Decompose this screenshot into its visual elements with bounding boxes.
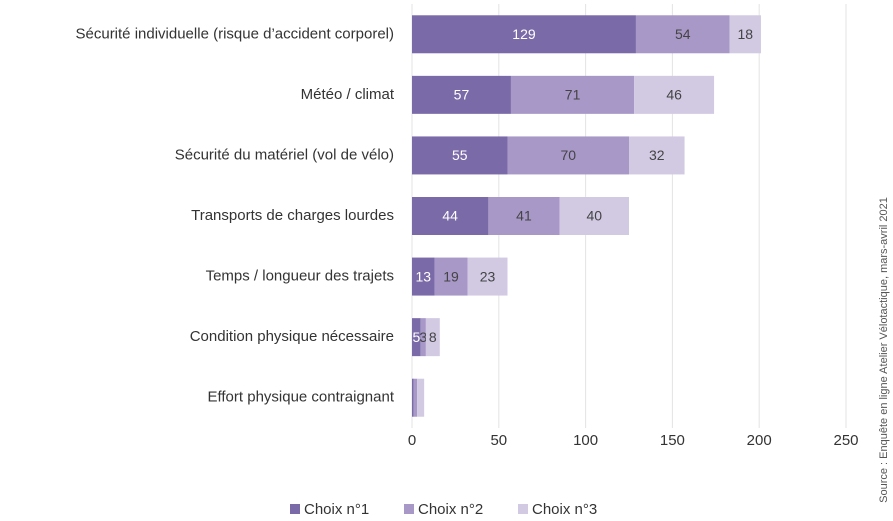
bar-segment [412, 136, 508, 175]
bar-segment [412, 15, 636, 54]
bar-segment [488, 197, 560, 235]
y-tick-label: Sécurité individuelle (risque d’accident… [76, 25, 395, 42]
bar-value-label: 44 [442, 208, 458, 224]
bar-segment [413, 378, 418, 417]
bar-value-label: 18 [738, 26, 754, 42]
y-tick-label: Effort physique contraignant [207, 389, 394, 406]
legend-label: Choix n°2 [418, 501, 483, 518]
bar-segment [510, 75, 635, 114]
bar-value-label: 55 [452, 147, 468, 163]
bar-segment [634, 75, 715, 114]
bar-segment [412, 197, 489, 235]
bar-segment [629, 136, 685, 175]
bar-value-label: 32 [649, 147, 665, 163]
y-tick-label: Temps / longueur des trajets [206, 268, 394, 285]
legend-swatch [518, 504, 528, 514]
x-tick-label: 50 [490, 432, 507, 449]
x-tick-label: 0 [408, 432, 416, 449]
legend-label: Choix n°1 [304, 501, 369, 518]
bar-value-label: 3 [419, 329, 427, 345]
bar-segment [559, 197, 629, 235]
y-tick-label: Météo / climat [301, 86, 395, 103]
bar-value-label: 8 [429, 329, 437, 345]
y-tick-label: Condition physique nécessaire [190, 328, 394, 345]
x-tick-label: 250 [833, 432, 858, 449]
legend-label: Choix n°3 [532, 501, 597, 518]
x-tick-label: 150 [660, 432, 685, 449]
bar-segment [507, 136, 629, 175]
y-tick-label: Transports de charges lourdes [191, 207, 394, 224]
bar-segment [417, 378, 425, 417]
bar-segment [467, 257, 508, 296]
legend-swatch [290, 504, 300, 514]
bar-value-label: 57 [454, 87, 470, 103]
bar-segment [412, 378, 414, 417]
bar-segment [412, 75, 511, 114]
x-tick-label: 100 [573, 432, 598, 449]
bar-value-label: 41 [516, 208, 532, 224]
bar-value-label: 23 [480, 268, 496, 284]
source-note: Source : Enquête en ligne Atelier Vélota… [878, 197, 890, 503]
bar-value-label: 5 [412, 329, 420, 345]
bar-value-label: 129 [512, 26, 536, 42]
x-tick-label: 200 [747, 432, 772, 449]
y-tick-label: Sécurité du matériel (vol de vélo) [175, 146, 394, 163]
bar-value-label: 40 [586, 208, 602, 224]
bar-segment [434, 257, 468, 296]
bar-segment [420, 318, 426, 357]
bar-value-label: 19 [443, 268, 459, 284]
bar-segment [729, 15, 761, 54]
bar-segment [425, 318, 440, 357]
bar-value-label: 71 [565, 87, 581, 103]
bar-value-label: 70 [560, 147, 576, 163]
bar-segment [635, 15, 730, 54]
bar-segment [412, 257, 435, 296]
legend-swatch [404, 504, 414, 514]
bar-value-label: 46 [666, 87, 682, 103]
bar-value-label: 13 [415, 268, 431, 284]
bar-value-label: 54 [675, 26, 691, 42]
bar-segment [412, 318, 421, 357]
